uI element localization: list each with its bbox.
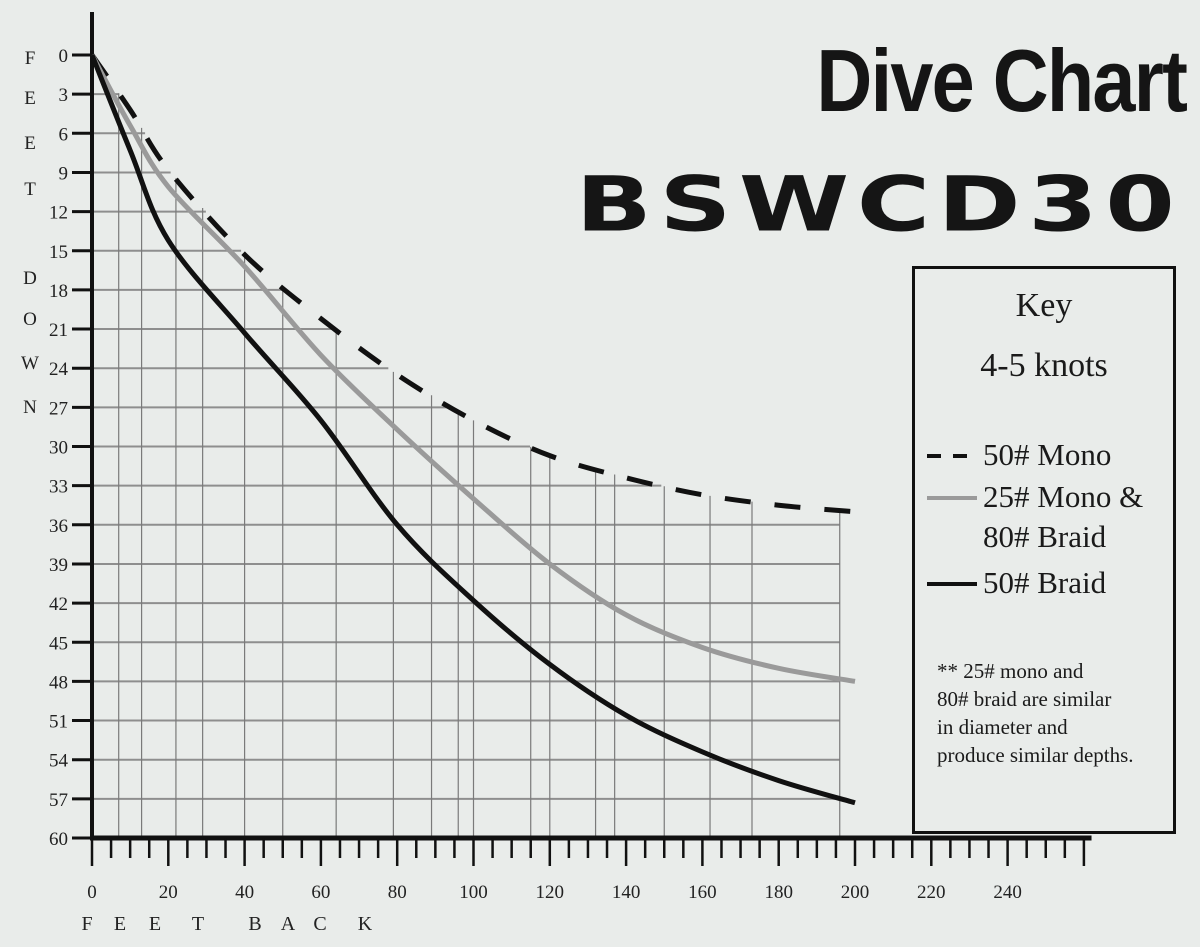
model-number: BSWCD30 (575, 160, 1182, 249)
y-tick-label: 60 (49, 829, 68, 850)
y-tick-label: 0 (59, 46, 69, 67)
x-tick-label: 100 (459, 882, 488, 903)
series-50-braid-line (89, 54, 856, 806)
x-axis-label-letter: T (192, 913, 204, 935)
y-axis-label-letter: F (25, 48, 36, 69)
black-line-swatch (927, 582, 977, 586)
series-25-mono-80-braid-line (89, 53, 856, 684)
y-axis-label-letter: N (23, 397, 37, 418)
y-tick-label: 51 (49, 712, 68, 733)
x-tick-label: 220 (917, 882, 946, 903)
x-axis-label-letter: B (248, 913, 261, 935)
x-axis-label-letter: F (81, 913, 92, 935)
key-title: Key (1015, 287, 1073, 324)
x-tick-label: 160 (688, 882, 717, 903)
y-tick-label: 57 (49, 790, 68, 811)
x-tick-label: 240 (993, 882, 1022, 903)
y-tick-label: 30 (49, 438, 68, 459)
y-tick-label: 36 (49, 516, 68, 537)
legend-label: 50# Mono (983, 437, 1112, 472)
y-axis-label-letter: E (24, 88, 36, 109)
y-tick-label: 6 (59, 124, 69, 145)
x-axis-label-letter: A (281, 913, 296, 935)
x-tick-label: 180 (764, 882, 793, 903)
x-axis-label-letter: E (149, 913, 161, 935)
x-tick-label: 80 (388, 882, 407, 903)
chart-title: Dive Chart (816, 31, 1187, 130)
y-axis-label-letter: D (23, 268, 37, 289)
x-tick-label: 40 (235, 882, 254, 903)
legend-label: 80# Braid (983, 519, 1107, 554)
gray-line-swatch (927, 496, 977, 500)
legend-key: Key 4-5 knots 50# Mono 25# Mono & 80# Br… (912, 266, 1176, 834)
y-tick-label: 15 (49, 242, 68, 263)
x-tick-label: 200 (841, 882, 870, 903)
legend-label: 25# Mono & (983, 479, 1144, 514)
y-tick-label: 3 (59, 85, 69, 106)
y-tick-label: 54 (49, 751, 69, 772)
key-note: ** 25# mono and 80# braid are similar in… (937, 659, 1134, 767)
x-tick-label: 0 (87, 882, 97, 903)
legend-label: 50# Braid (983, 565, 1107, 600)
y-tick-label: 9 (59, 163, 69, 184)
y-tick-label: 12 (49, 203, 68, 224)
y-tick-label: 42 (49, 594, 68, 615)
y-axis-label-letter: W (21, 353, 39, 374)
x-axis-label-letter: E (114, 913, 126, 935)
y-axis-label-letter: E (24, 133, 36, 154)
y-tick-label: 48 (49, 672, 68, 693)
x-tick-label: 60 (311, 882, 330, 903)
x-tick-label: 140 (612, 882, 641, 903)
x-axis-label-letter: K (358, 913, 373, 935)
y-tick-label: 39 (49, 555, 68, 576)
dashed-line-swatch (927, 454, 977, 458)
y-tick-label: 33 (49, 477, 68, 498)
y-tick-label: 18 (49, 281, 68, 302)
x-tick-label: 120 (536, 882, 565, 903)
y-tick-label: 27 (49, 398, 68, 419)
x-axis-label-letter: C (313, 913, 326, 935)
y-tick-label: 45 (49, 633, 68, 654)
key-speed: 4-5 knots (980, 347, 1108, 384)
y-tick-label: 24 (49, 359, 69, 380)
y-axis-label-letter: O (23, 309, 37, 330)
x-tick-label: 20 (159, 882, 178, 903)
y-tick-label: 21 (49, 320, 68, 341)
y-axis-label-letter: T (24, 179, 36, 200)
